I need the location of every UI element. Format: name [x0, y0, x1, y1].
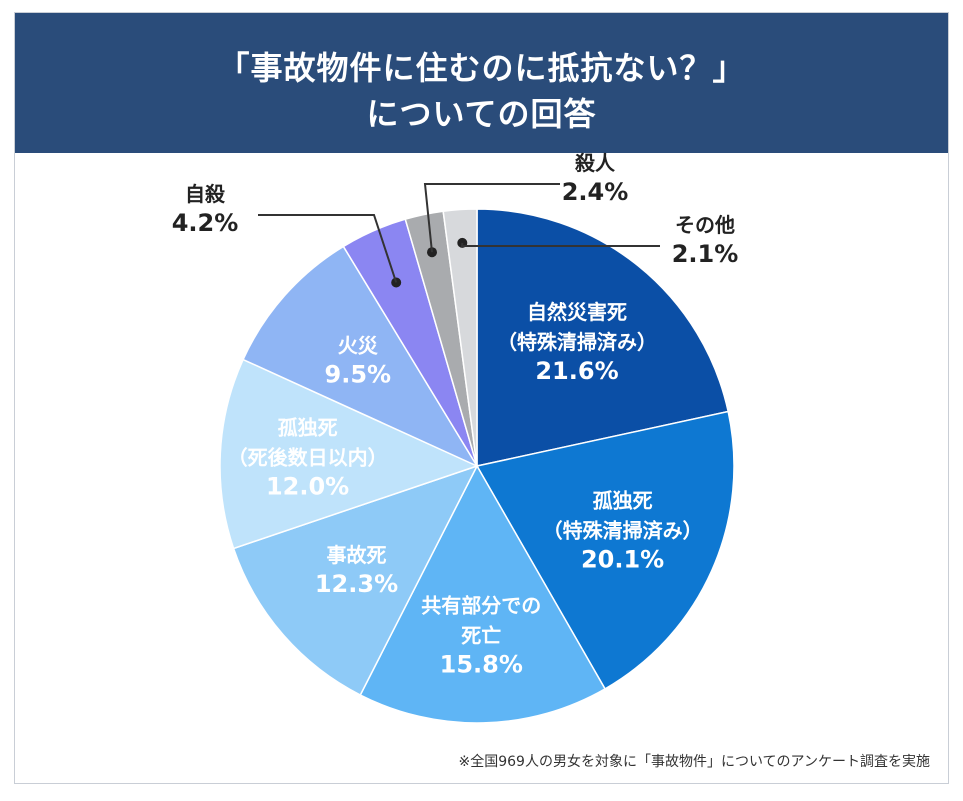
- slice-category-label: （特殊清掃済み）: [543, 519, 703, 543]
- pie-slice: [476, 208, 730, 467]
- slice-category-label: 事故死: [327, 543, 387, 567]
- slice-category-label: 孤独死: [278, 416, 338, 440]
- slice-value-label: 2.4%: [562, 178, 629, 206]
- slice-category-label: 火災: [338, 333, 379, 357]
- slice-value-label: 20.1%: [581, 546, 664, 574]
- leader-line: [423, 183, 560, 253]
- pie-slice: [242, 245, 479, 468]
- slice-value-label: 12.3%: [315, 570, 398, 598]
- slice-category-label: 自殺: [185, 182, 226, 206]
- slice-category-label: （死後数日以内）: [228, 446, 388, 470]
- slice-value-label: 9.5%: [325, 360, 392, 388]
- slice-category-label: 死亡: [461, 624, 501, 648]
- leader-line: [460, 242, 660, 247]
- slice-value-label: 15.8%: [440, 651, 523, 679]
- title-banner: 「事故物件に住むのに抵抗ない？」 についての回答: [15, 13, 948, 153]
- chart-title-line-1: 「事故物件に住むのに抵抗ない？」: [217, 49, 746, 87]
- pie-slice: [442, 208, 478, 467]
- survey-footnote: ※全国969人の男女を対象に「事故物件」についてのアンケート調査を実施: [458, 754, 930, 770]
- slice-value-label: 12.0%: [266, 473, 349, 501]
- slice-category-label: 自然災害死: [527, 300, 627, 324]
- pie-slice: [219, 358, 480, 550]
- slice-category-label: 孤独死: [593, 489, 653, 513]
- slice-category-label: 殺人: [574, 151, 616, 175]
- leader-dot: [427, 247, 437, 258]
- slice-value-label: 4.2%: [172, 209, 239, 237]
- slice-value-label: 21.6%: [535, 357, 618, 385]
- slice-category-label: その他: [675, 213, 735, 237]
- slice-category-label: 共有部分での: [421, 594, 541, 618]
- pie-slice: [359, 464, 607, 724]
- chart-title-line-2: についての回答: [366, 95, 597, 133]
- slice-value-label: 2.1%: [672, 240, 739, 268]
- leader-line: [258, 214, 398, 283]
- pie-slice: [475, 410, 735, 690]
- slice-category-label: （特殊清掃済み）: [497, 330, 657, 354]
- pie-slice: [232, 464, 479, 696]
